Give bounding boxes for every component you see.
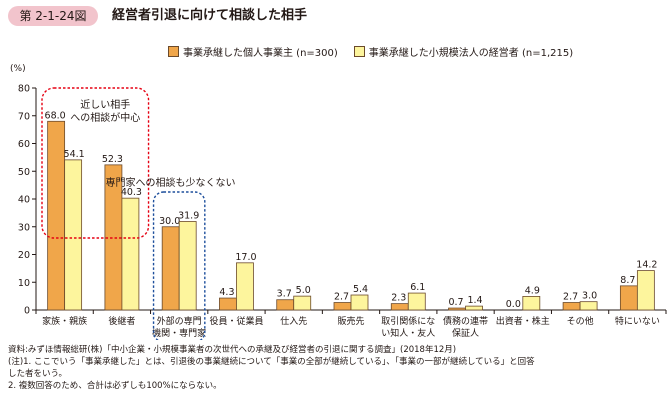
data-label: 4.3 bbox=[219, 287, 234, 298]
bar-series-2 bbox=[178, 221, 197, 311]
bar-series-1 bbox=[619, 285, 638, 311]
source-note: 資料:みずほ情報総研(株)「中小企業・小規模事業者の次世代への承継及び経営者の引… bbox=[8, 345, 457, 355]
x-tick-label: い知人・友人 bbox=[381, 327, 435, 339]
bar-series-1 bbox=[562, 302, 581, 311]
y-tick-label: 70 bbox=[18, 111, 30, 122]
data-label: 2.7 bbox=[563, 292, 578, 303]
legend-swatch-individual bbox=[168, 46, 179, 57]
bar-series-1 bbox=[448, 307, 466, 311]
notes-block: 資料:みずほ情報総研(株)「中小企業・小規模事業者の次世代への承継及び経営者の引… bbox=[8, 344, 664, 392]
annotation-close-contacts: への相談が中心 bbox=[70, 111, 140, 124]
y-tick-label: 20 bbox=[18, 250, 30, 261]
data-label: 40.3 bbox=[121, 187, 142, 198]
y-tick-label: 60 bbox=[18, 139, 30, 150]
bar-series-1 bbox=[333, 302, 352, 311]
legend-item-corporate: 事業承継した小規模法人の経営者 (n=1,215) bbox=[353, 44, 574, 59]
bar-series-2 bbox=[636, 270, 655, 311]
bar-series-1 bbox=[47, 120, 66, 311]
highlight-box-specialists bbox=[152, 191, 206, 340]
x-tick-label: 後継者 bbox=[108, 315, 135, 327]
x-tick-label: 保証人 bbox=[452, 327, 479, 339]
y-tick-label: 10 bbox=[18, 278, 30, 289]
bar-series-2 bbox=[121, 197, 140, 311]
data-label: 1.4 bbox=[467, 295, 482, 306]
figure-label: 第 2-1-24図 bbox=[8, 6, 98, 26]
x-tick-label: 販売先 bbox=[337, 315, 364, 327]
x-tick-label: その他 bbox=[567, 315, 594, 327]
y-tick-label: 40 bbox=[18, 195, 30, 206]
bar-series-2 bbox=[236, 262, 254, 311]
chart-title: 経営者引退に向けて相談した相手 bbox=[112, 8, 308, 23]
bar-series-2 bbox=[64, 159, 83, 311]
bar-series-2 bbox=[350, 294, 369, 311]
data-label: 5.4 bbox=[353, 284, 368, 295]
data-label: 2.7 bbox=[334, 292, 349, 303]
bar-series-2 bbox=[522, 296, 541, 311]
data-label: 6.1 bbox=[410, 282, 425, 293]
x-tick-label: 役員・従業員 bbox=[209, 315, 263, 327]
legend-label-individual: 事業承継した個人事業主 (n=300) bbox=[183, 48, 338, 59]
data-label: 68.0 bbox=[45, 110, 66, 121]
note-1: (注)1. ここでいう「事業承継した」とは、引退後の事業継続について「事業の全部… bbox=[8, 357, 535, 367]
x-tick-label: 取引関係にな bbox=[381, 316, 435, 327]
bar-series-1 bbox=[161, 226, 180, 311]
annotation-specialists: 専門家への相談も少なくない bbox=[106, 176, 236, 189]
y-tick-label: 30 bbox=[18, 222, 30, 233]
data-label: 0.7 bbox=[448, 297, 463, 308]
legend-swatch-corporate bbox=[353, 46, 365, 57]
data-label: 30.0 bbox=[159, 216, 180, 227]
x-tick-label: 仕入先 bbox=[280, 315, 307, 327]
bar-series-1 bbox=[390, 303, 409, 311]
data-label: 14.2 bbox=[636, 260, 657, 271]
legend-item-individual: 事業承継した個人事業主 (n=300) bbox=[168, 44, 338, 59]
bar-series-1 bbox=[276, 299, 295, 311]
y-axis-unit: (%) bbox=[10, 64, 26, 74]
x-tick-label: 外部の専門 bbox=[157, 315, 202, 327]
data-label: 0.0 bbox=[506, 299, 521, 310]
data-label: 3.0 bbox=[582, 291, 597, 302]
data-label: 5.0 bbox=[296, 285, 311, 296]
chart-legend: 事業承継した個人事業主 (n=300) 事業承継した小規模法人の経営者 (n=1… bbox=[168, 44, 573, 59]
x-tick-label: 出資者・株主 bbox=[496, 315, 550, 327]
x-tick-label: 特にいない bbox=[615, 315, 660, 327]
bar-series-2 bbox=[293, 295, 312, 311]
x-tick-label: 機関・専門家 bbox=[152, 327, 206, 339]
annotation-close-contacts: 近しい相手 bbox=[80, 98, 130, 111]
data-label: 52.3 bbox=[102, 154, 123, 165]
bar-series-2 bbox=[579, 301, 598, 311]
note-1-cont: した者をいう。 bbox=[8, 369, 67, 379]
data-label: 4.9 bbox=[525, 285, 540, 296]
data-label: 31.9 bbox=[178, 210, 199, 221]
y-tick-label: 0 bbox=[24, 306, 30, 317]
bar-series-2 bbox=[465, 305, 483, 311]
legend-label-corporate: 事業承継した小規模法人の経営者 (n=1,215) bbox=[368, 48, 574, 59]
data-label: 2.3 bbox=[391, 293, 406, 304]
data-label: 3.7 bbox=[277, 289, 292, 300]
data-label: 17.0 bbox=[235, 252, 256, 263]
data-label: 8.7 bbox=[620, 275, 635, 286]
highlight-box-close-contacts bbox=[41, 87, 150, 239]
x-tick-label: 家族・親族 bbox=[42, 315, 87, 327]
y-tick-label: 50 bbox=[18, 167, 30, 178]
bar-series-1 bbox=[219, 297, 237, 311]
data-label: 54.1 bbox=[64, 149, 85, 160]
bar-chart: (%) 0 10 20 30 40 50 60 70 80 家族・親族 68.0 54.1 後継者 52.3… bbox=[10, 64, 667, 340]
note-2: 2. 複数回答のため、合計は必ずしも100%にならない。 bbox=[8, 381, 222, 391]
x-tick-label: 債務の連帯 bbox=[443, 315, 488, 327]
y-tick-label: 80 bbox=[18, 84, 30, 95]
bar-series-2 bbox=[407, 292, 426, 311]
